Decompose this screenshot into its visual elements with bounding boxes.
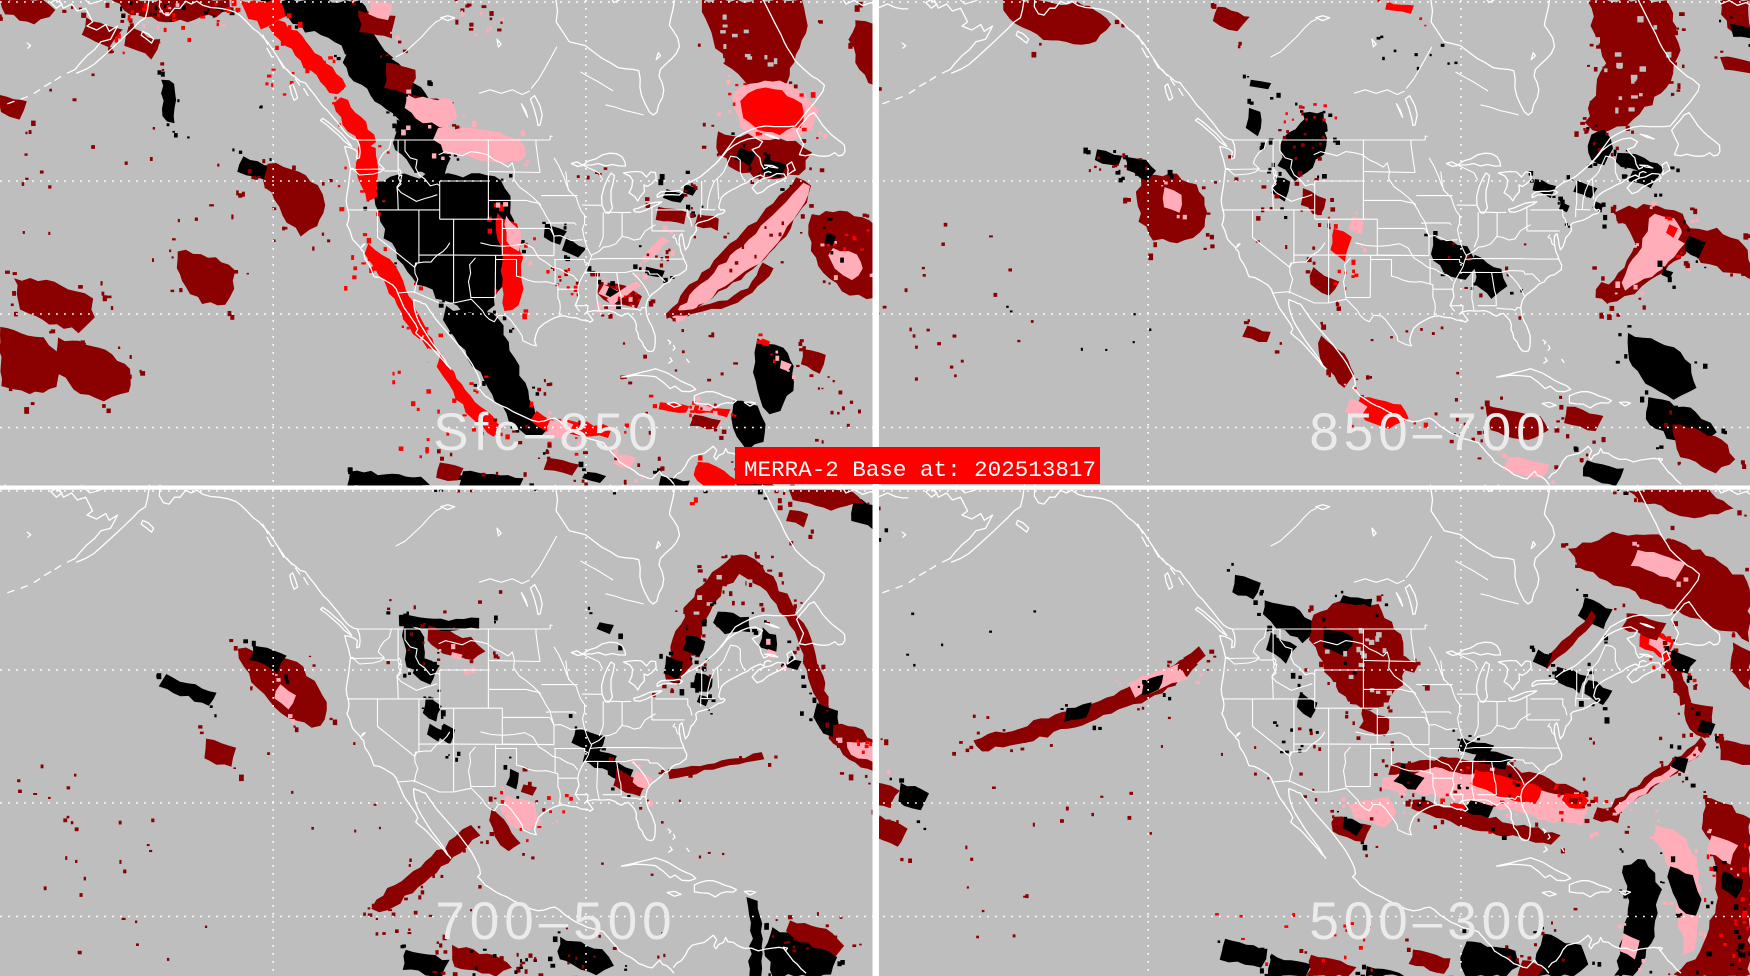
svg-text:500–300: 500–300 <box>1309 892 1550 951</box>
svg-text:850–700: 850–700 <box>1309 403 1550 462</box>
svg-text:MERRA-2 Base at: 202513817: MERRA-2 Base at: 202513817 <box>744 458 1096 483</box>
svg-text:Sfc–850: Sfc–850 <box>433 403 662 462</box>
svg-text:700–500: 700–500 <box>435 892 676 951</box>
